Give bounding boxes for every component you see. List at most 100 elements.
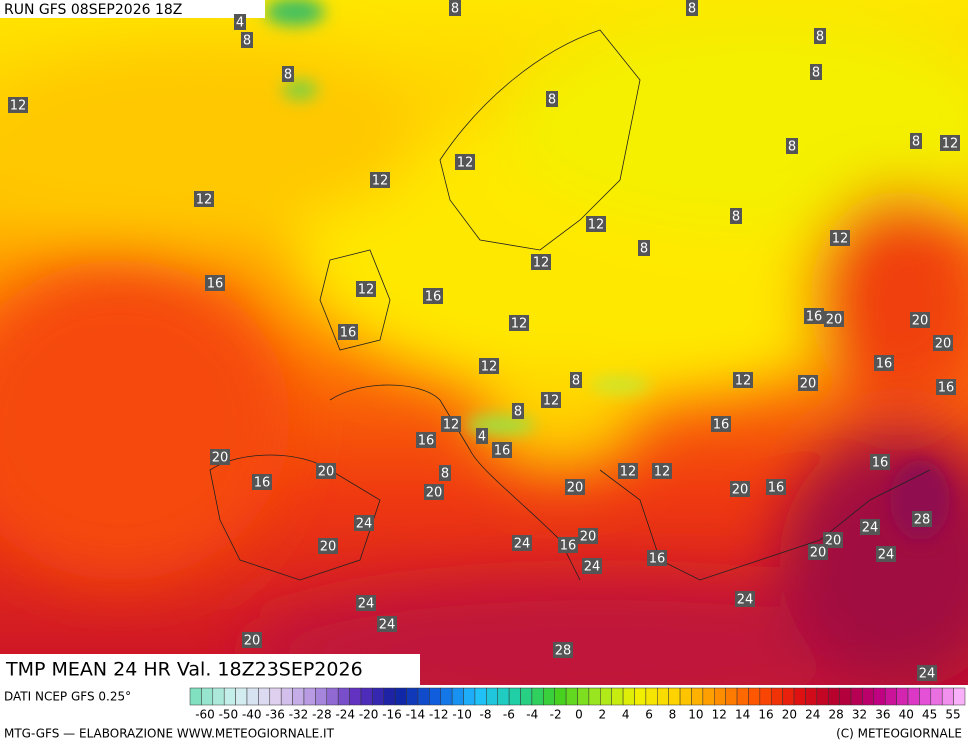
contour-label-bg — [733, 372, 753, 388]
contour-label-bg — [205, 275, 225, 291]
contour-label-bg — [318, 538, 338, 554]
colorbar-swatch — [269, 687, 282, 706]
contour-label-bg — [234, 14, 246, 30]
contour-label-bg — [441, 416, 461, 432]
colorbar-swatch — [383, 687, 396, 706]
contour-label: 8 — [243, 34, 251, 49]
contour-label: 20 — [212, 451, 229, 466]
contour-label: 8 — [451, 2, 459, 17]
contour-label: 20 — [825, 534, 842, 549]
contour-label: 8 — [816, 30, 824, 45]
contour-label: 8 — [732, 210, 740, 225]
contour-label: 12 — [543, 394, 560, 409]
colorbar-swatch — [748, 687, 761, 706]
colorbar-swatch — [827, 687, 840, 706]
colorbar-label: 12 — [712, 708, 727, 722]
contour-label: 20 — [318, 465, 335, 480]
contour-label-bg — [798, 375, 818, 391]
colorbar-swatch — [611, 687, 624, 706]
contour-label: 12 — [443, 418, 460, 433]
colorbar-swatch — [394, 687, 407, 706]
colorbar-label: 36 — [875, 708, 890, 722]
contour-label: 8 — [788, 140, 796, 155]
contour-label-bg — [416, 432, 436, 448]
colorbar-swatch — [543, 687, 555, 706]
contour-label: 12 — [196, 193, 213, 208]
contour-label-bg — [808, 544, 828, 560]
contour-label-bg — [870, 454, 890, 470]
colorbar-swatch — [896, 687, 909, 706]
colorbar-swatch — [315, 687, 328, 706]
contour-label: 24 — [862, 521, 879, 536]
colorbar-swatch — [212, 687, 225, 706]
contour-label-bg — [354, 515, 374, 531]
contour-label-bg — [377, 616, 397, 632]
colorbar-swatch — [360, 687, 373, 706]
contour-label: 12 — [620, 465, 637, 480]
contour-label: 20 — [320, 540, 337, 555]
contour-label-bg — [810, 64, 822, 80]
colorbar-swatch — [953, 687, 966, 706]
contour-label-bg — [874, 355, 894, 371]
colorbar-label: -36 — [265, 708, 285, 722]
colorbar-label: 2 — [599, 708, 607, 722]
contour-label-bg — [570, 372, 582, 388]
colorbar-swatch — [839, 687, 852, 706]
contour-label-bg — [356, 281, 376, 297]
colorbar-swatch — [508, 687, 521, 706]
colorbar-swatch — [326, 687, 339, 706]
colorbar-swatch — [486, 687, 498, 706]
run-label: RUN GFS 08SEP2026 18Z — [4, 2, 182, 18]
contour-label-bg — [730, 481, 750, 497]
contour-label-bg — [830, 230, 850, 246]
colorbar-swatch — [702, 687, 715, 706]
contour-label: 24 — [584, 560, 601, 575]
contour-label-bg — [356, 595, 376, 611]
contour-label-bg — [936, 379, 956, 395]
colorbar: -60 -50 -40 -36 -32 -28 -24 -20 -16 -14 -12 -10 -8 -6… — [189, 687, 966, 722]
contour-label-bg — [586, 216, 606, 232]
contour-label: 20 — [810, 546, 827, 561]
colorbar-label: 55 — [945, 708, 960, 722]
colorbar-swatch — [679, 687, 692, 706]
contour-label-bg — [194, 191, 214, 207]
colorbar-swatch — [930, 687, 943, 706]
colorbar-label: 24 — [805, 708, 820, 722]
colorbar-swatch — [600, 687, 612, 706]
colorbar-label: -32 — [289, 708, 309, 722]
contour-label: 8 — [812, 66, 820, 81]
contour-label: 16 — [418, 434, 435, 449]
contour-label-bg — [814, 28, 826, 44]
contour-label: 20 — [912, 314, 929, 329]
colorbar-label: -14 — [406, 708, 426, 722]
colorbar-swatch — [246, 687, 259, 706]
colorbar-label: -2 — [550, 708, 562, 722]
contour-label: 24 — [737, 593, 754, 608]
colorbar-swatch — [714, 687, 726, 706]
contour-label-bg — [282, 66, 294, 82]
colorbar-swatch — [554, 687, 567, 706]
contour-label-bg — [912, 511, 932, 527]
colorbar-swatch — [451, 687, 464, 706]
colorbar-swatch — [634, 687, 647, 706]
contour-label: 24 — [356, 517, 373, 532]
colorbar-label: 4 — [622, 708, 630, 722]
colorbar-swatch — [474, 687, 487, 706]
colorbar-swatch — [349, 687, 362, 706]
contour-label-bg — [252, 474, 272, 490]
colorbar-label: -16 — [382, 708, 402, 722]
colorbar-swatch — [622, 687, 635, 706]
colorbar-label: 14 — [735, 708, 750, 722]
contour-label: 12 — [372, 174, 389, 189]
colorbar-swatch — [235, 687, 248, 706]
colorbar-swatch — [759, 687, 772, 706]
colorbar-swatch — [588, 687, 601, 706]
contour-label-bg — [578, 528, 598, 544]
contour-label: 16 — [806, 310, 823, 325]
contour-label-bg — [512, 535, 532, 551]
colorbar-label: 16 — [758, 708, 773, 722]
contour-label-bg — [531, 254, 551, 270]
colorbar-label: -4 — [526, 708, 538, 722]
contour-label-bg — [860, 519, 880, 535]
